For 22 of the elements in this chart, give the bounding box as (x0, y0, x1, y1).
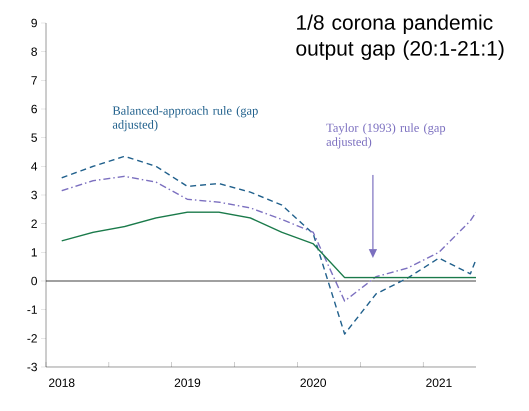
x-tick-label: 2018 (49, 378, 74, 387)
y-tick-label: -1 (27, 306, 37, 314)
y-tick-label: -2 (27, 334, 37, 343)
line-series (61, 176, 476, 302)
text: Taylor (1993) rule (gap adjusted) (326, 123, 446, 148)
y-tick-label: 5 (31, 134, 37, 142)
y-tick-label: 1 (32, 248, 37, 256)
y-tick-label: 8 (31, 47, 37, 56)
y-tick-label: 9 (31, 18, 37, 28)
y-tick-label: 0 (31, 276, 38, 286)
y-tick-label: 4 (31, 162, 38, 170)
x-tick-label: 2019 (174, 378, 200, 387)
y-tick-label: 3 (31, 190, 37, 200)
x-tick-label: 2021 (426, 378, 452, 387)
line-series (61, 156, 476, 335)
y-tick-label: 7 (31, 76, 37, 84)
y-tick-label: 2 (31, 219, 37, 228)
chart-title: 1/8 corona pandemic output gap (20:1-21:1) (296, 14, 504, 60)
x-tick-label: 2020 (300, 378, 326, 387)
y-tick-label: 6 (31, 104, 37, 114)
text: Balanced-approach rule (gap adjusted) (112, 106, 258, 132)
y-tick-label: -3 (27, 362, 37, 372)
